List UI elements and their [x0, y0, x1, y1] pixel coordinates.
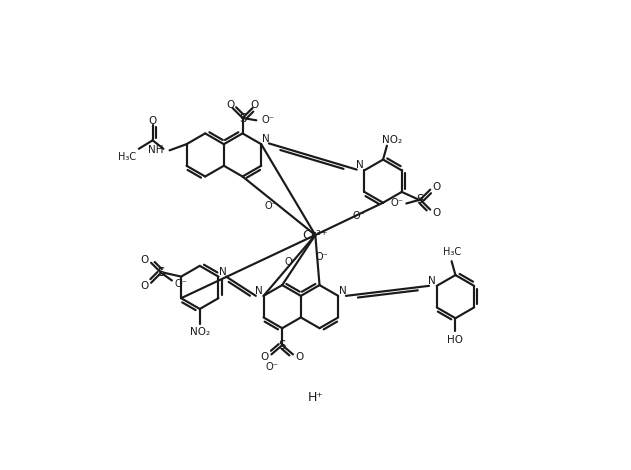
Text: O: O — [432, 181, 441, 192]
Text: Cr³⁺: Cr³⁺ — [302, 228, 328, 242]
Text: NO₂: NO₂ — [190, 327, 210, 337]
Text: O⁻: O⁻ — [285, 258, 297, 267]
Text: O⁻: O⁻ — [316, 252, 328, 262]
Text: N: N — [262, 134, 269, 144]
Text: HO: HO — [447, 335, 463, 345]
Text: N: N — [356, 160, 363, 170]
Text: NH: NH — [148, 145, 163, 156]
Text: O: O — [251, 100, 259, 110]
Text: N: N — [428, 276, 436, 286]
Text: NO₂: NO₂ — [382, 134, 403, 145]
Text: O⁻: O⁻ — [391, 198, 403, 209]
Text: S: S — [278, 339, 286, 352]
Text: O: O — [148, 116, 156, 126]
Text: O: O — [261, 352, 269, 362]
Text: O⁻: O⁻ — [265, 201, 278, 211]
Text: O: O — [295, 352, 304, 362]
Text: S: S — [416, 193, 424, 206]
Text: H⁺: H⁺ — [307, 391, 323, 404]
Text: O: O — [141, 255, 149, 265]
Text: O⁻: O⁻ — [262, 115, 274, 125]
Text: O: O — [226, 100, 234, 110]
Text: O: O — [432, 208, 441, 218]
Text: O⁻: O⁻ — [352, 211, 365, 221]
Text: O⁻: O⁻ — [266, 362, 278, 372]
Text: O⁻: O⁻ — [175, 279, 188, 289]
Text: H₃C: H₃C — [117, 152, 136, 162]
Text: N: N — [255, 286, 262, 296]
Text: N: N — [219, 267, 227, 277]
Text: S: S — [157, 266, 165, 279]
Text: O: O — [141, 281, 149, 291]
Text: H₃C: H₃C — [444, 247, 461, 257]
Text: S: S — [239, 111, 246, 125]
Text: N: N — [339, 286, 346, 296]
